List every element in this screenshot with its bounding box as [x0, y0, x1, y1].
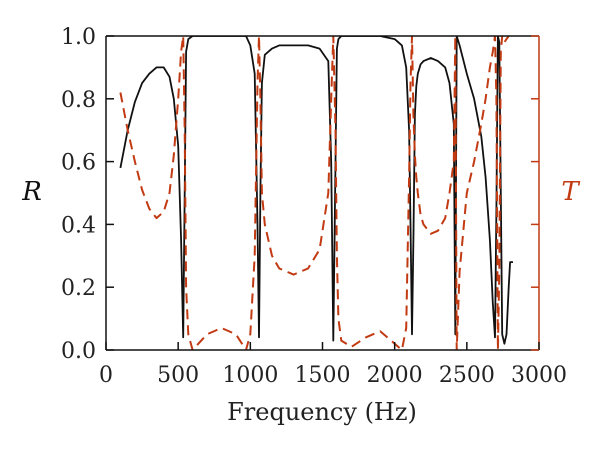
x-axis-title: Frequency (Hz) — [227, 398, 417, 426]
y-tick-label: 0.4 — [61, 213, 96, 238]
x-tick-label: 2000 — [367, 363, 423, 388]
series-line-T — [119, 36, 510, 350]
x-tick-label: 3000 — [511, 363, 567, 388]
x-tick-label: 0 — [99, 363, 113, 388]
y-tick-label: 0.6 — [61, 151, 96, 176]
y-tick-label: 0.0 — [61, 339, 96, 364]
x-tick-label: 1000 — [222, 363, 278, 388]
x-tick-label: 500 — [157, 363, 199, 388]
series-line-R — [119, 36, 513, 345]
x-tick-label: 1500 — [295, 363, 351, 388]
y-tick-label: 1.0 — [61, 25, 96, 50]
x-tick-label: 2500 — [439, 363, 495, 388]
y-tick-label: 0.8 — [61, 88, 96, 113]
y-tick-label: 0.2 — [61, 276, 96, 301]
y2-axis-title: T — [561, 177, 580, 207]
y-axis-title: R — [21, 177, 42, 207]
